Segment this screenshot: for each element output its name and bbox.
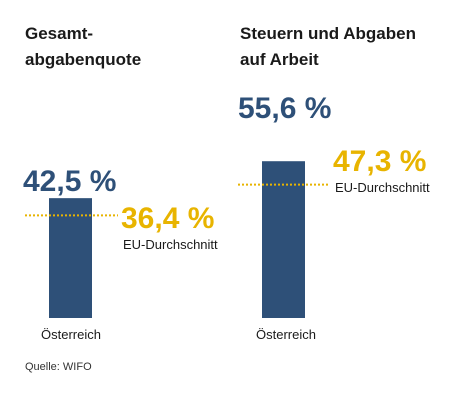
legend-label-right-eu-average: EU-Durchschnitt — [335, 180, 430, 195]
data-label-left-oesterreich: 42,5 % — [23, 165, 117, 198]
chart-title-right-line1: Steuern und Abgaben — [240, 24, 416, 43]
data-label-right-oesterreich: 55,6 % — [238, 92, 332, 125]
chart-title-right-line2: auf Arbeit — [240, 50, 319, 69]
bar-left-oesterreich — [49, 198, 92, 318]
category-label-right-oesterreich: Österreich — [256, 327, 316, 342]
data-label-left-eu-average: 36,4 % — [121, 202, 215, 235]
source-note: Quelle: WIFO — [25, 361, 92, 373]
chart-title-left-line1: Gesamt- — [25, 24, 94, 43]
data-label-right-eu-average: 47,3 % — [333, 145, 427, 178]
chart-title-left-line2: abgabenquote — [25, 50, 142, 69]
category-label-left-oesterreich: Österreich — [41, 327, 101, 342]
bar-right-oesterreich — [262, 161, 305, 318]
chart-title-left: Gesamt- abgabenquote — [25, 21, 225, 73]
legend-label-left-eu-average: EU-Durchschnitt — [123, 237, 218, 252]
chart-title-right: Steuern und Abgaben auf Arbeit — [240, 21, 440, 73]
